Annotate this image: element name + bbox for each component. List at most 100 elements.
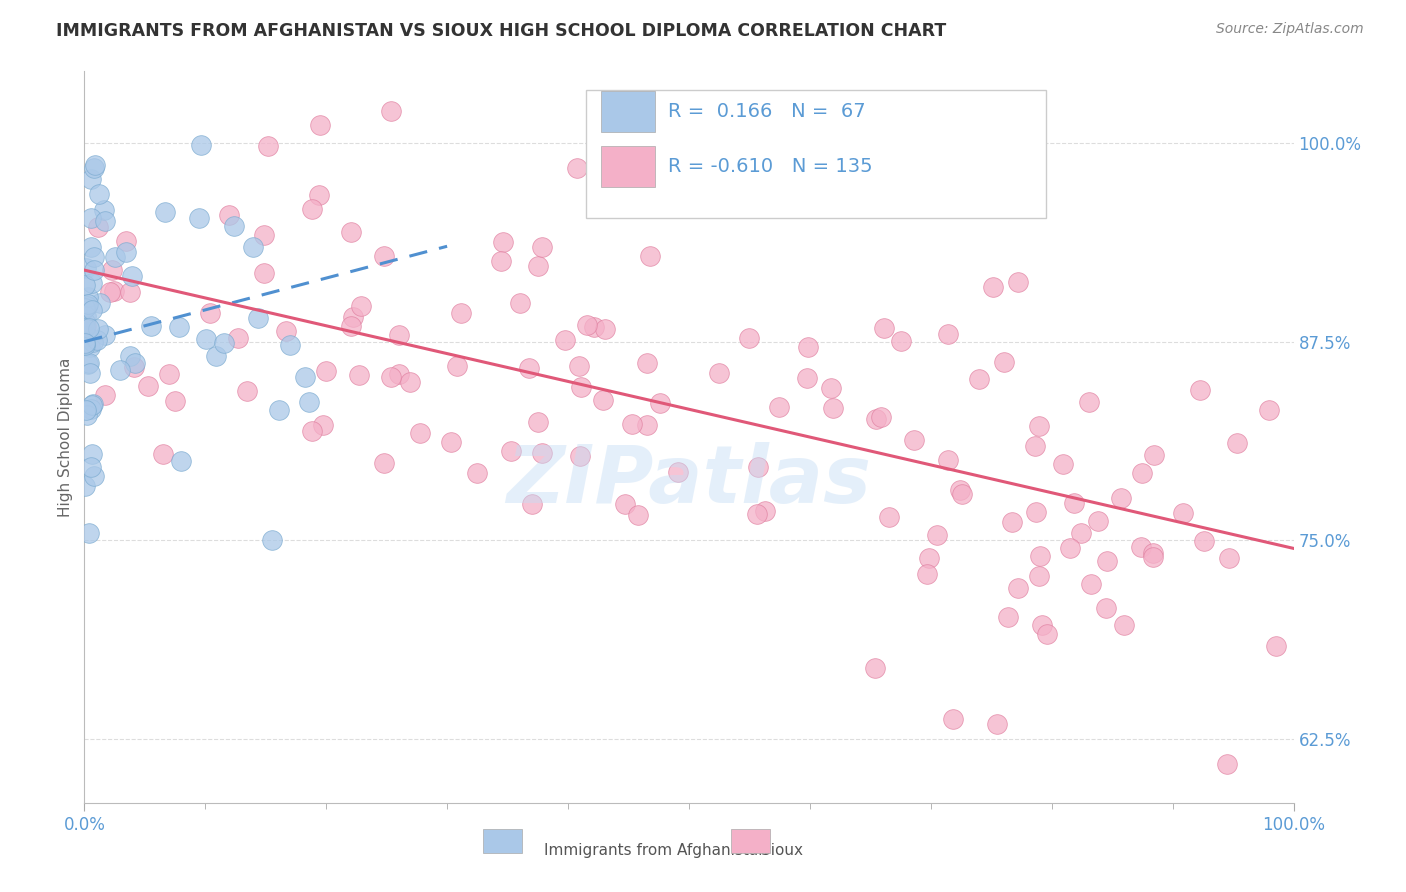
Text: IMMIGRANTS FROM AFGHANISTAN VS SIOUX HIGH SCHOOL DIPLOMA CORRELATION CHART: IMMIGRANTS FROM AFGHANISTAN VS SIOUX HIG… (56, 22, 946, 40)
Point (118, 285, 141, 299)
Point (936, 453, 959, 467)
Point (936, 327, 959, 342)
Point (108, 363, 131, 377)
Point (997, 610, 1019, 624)
Point (79, 340, 101, 354)
Point (1063, 496, 1085, 510)
Point (1077, 395, 1099, 409)
Point (1007, 275, 1029, 289)
Point (242, 239, 264, 253)
Point (489, 253, 512, 268)
Point (194, 332, 217, 346)
Point (1095, 601, 1118, 615)
Point (83, 161, 105, 176)
Point (82, 446, 104, 460)
Point (73, 479, 96, 493)
Point (903, 434, 925, 448)
Point (124, 355, 146, 369)
Point (747, 459, 769, 474)
Point (98, 285, 121, 300)
Point (75, 403, 97, 417)
Point (121, 269, 143, 284)
Point (75, 261, 97, 276)
Point (636, 356, 658, 370)
Point (942, 712, 965, 726)
Point (967, 371, 990, 385)
Point (1028, 569, 1050, 583)
Point (569, 380, 592, 394)
Point (115, 234, 138, 248)
Point (1059, 541, 1081, 556)
Point (567, 161, 589, 176)
Point (274, 325, 297, 339)
Point (77, 297, 100, 311)
Point (530, 240, 553, 254)
Point (890, 334, 912, 348)
Point (408, 425, 430, 440)
Point (83, 263, 105, 277)
Point (82, 335, 104, 350)
Point (80, 460, 103, 475)
Point (73, 278, 96, 293)
Point (218, 208, 240, 222)
Point (1142, 550, 1164, 565)
Point (918, 550, 941, 565)
Point (747, 507, 769, 521)
Point (519, 361, 541, 376)
Text: ZIPatlas: ZIPatlas (506, 442, 872, 520)
Point (1024, 439, 1046, 453)
Point (465, 466, 488, 480)
Point (499, 444, 522, 458)
Point (1087, 514, 1109, 528)
Point (93, 214, 115, 228)
Point (153, 205, 176, 219)
Point (246, 311, 269, 326)
Point (122, 360, 145, 375)
Point (294, 369, 316, 384)
Point (522, 497, 544, 511)
Point (80, 398, 103, 412)
Point (198, 306, 221, 320)
Point (440, 434, 463, 449)
Point (492, 235, 515, 249)
Point (298, 394, 321, 409)
Point (308, 188, 330, 202)
Point (373, 249, 395, 263)
Point (75, 309, 97, 323)
Point (315, 364, 337, 378)
Point (87, 186, 110, 201)
Point (280, 338, 302, 352)
Point (1257, 402, 1279, 417)
Point (865, 412, 887, 426)
Text: Sioux: Sioux (762, 843, 803, 858)
Point (1028, 419, 1050, 434)
Point (526, 415, 548, 429)
Point (1035, 627, 1057, 641)
Point (569, 449, 592, 463)
Point (1142, 546, 1164, 560)
Point (1264, 640, 1286, 654)
Point (256, 138, 278, 153)
Point (187, 211, 209, 225)
Point (1226, 436, 1249, 450)
Point (252, 227, 274, 242)
Point (226, 331, 249, 345)
Point (1028, 549, 1050, 564)
Point (267, 402, 290, 417)
Point (1216, 757, 1239, 772)
Point (870, 410, 893, 425)
Point (709, 366, 731, 380)
Point (981, 280, 1004, 294)
FancyBboxPatch shape (586, 89, 1046, 218)
Point (82, 397, 104, 411)
Point (77, 321, 100, 335)
Point (927, 527, 949, 541)
Point (1070, 526, 1092, 541)
Point (163, 394, 186, 409)
Point (100, 263, 122, 277)
Point (204, 349, 226, 363)
Point (340, 318, 363, 333)
Point (949, 483, 972, 497)
Point (76, 299, 98, 313)
Point (1097, 553, 1119, 567)
